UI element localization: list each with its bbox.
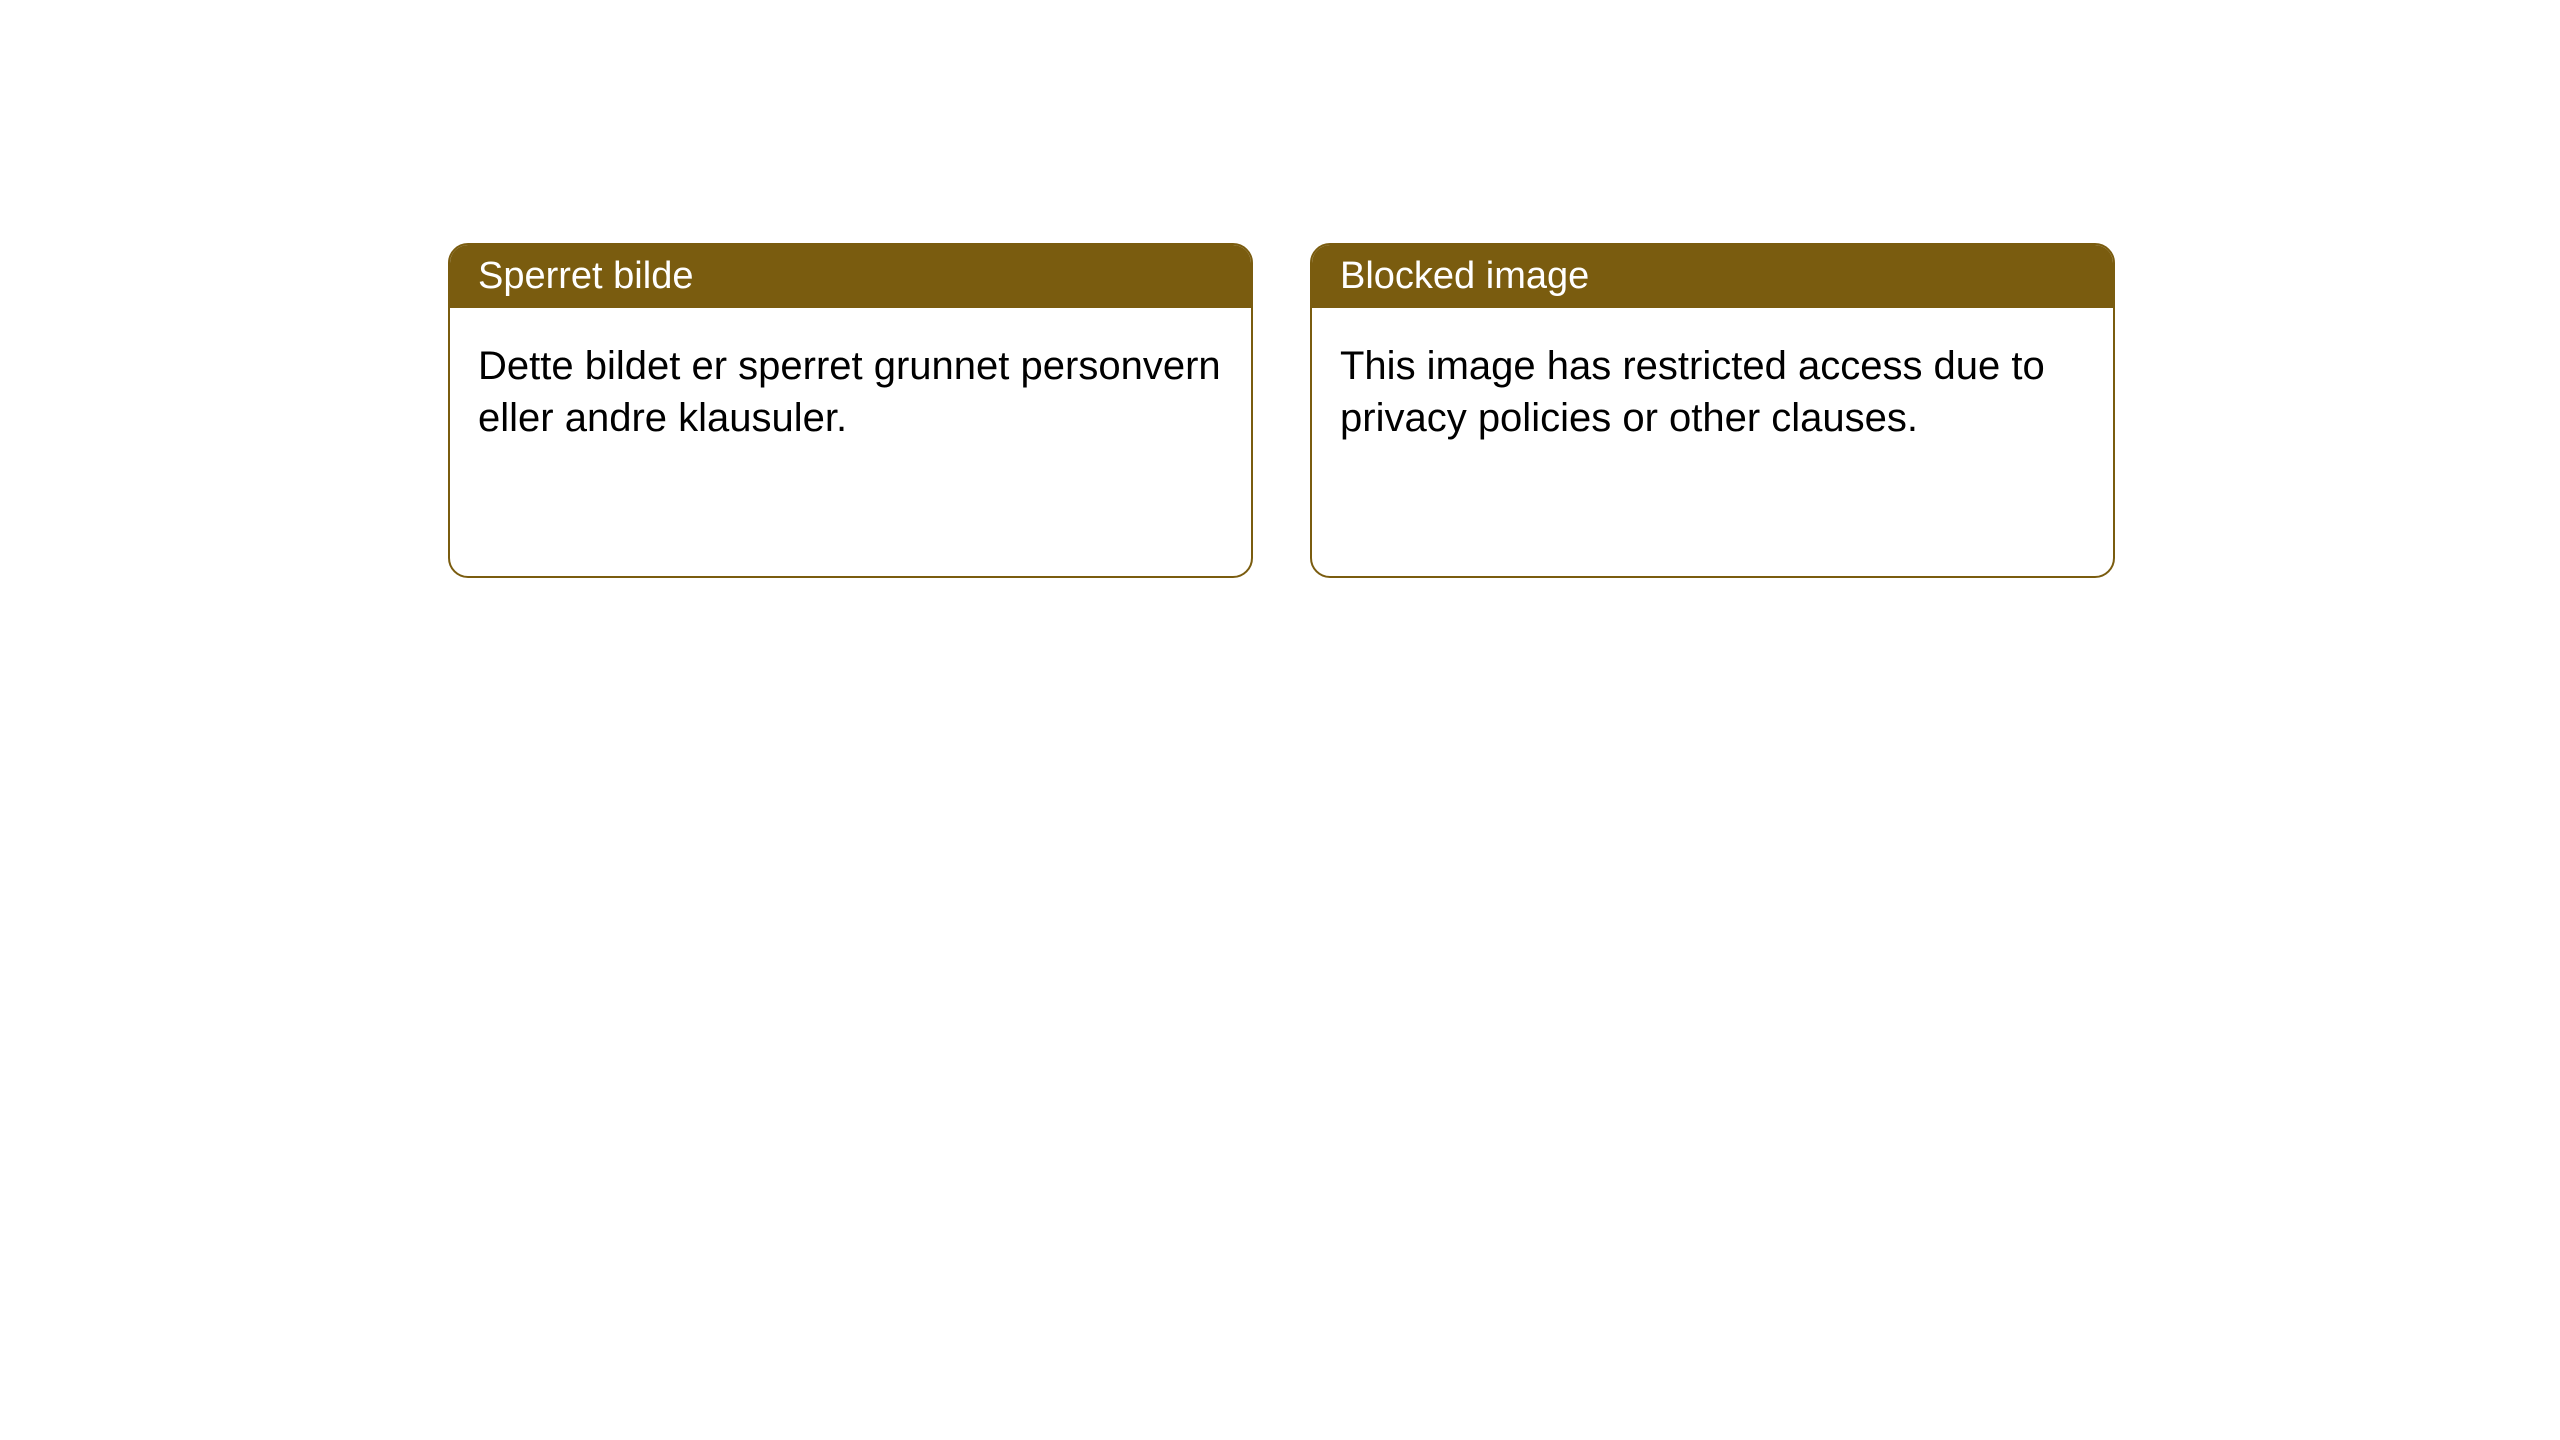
blocked-image-card-en: Blocked image This image has restricted …	[1310, 243, 2115, 578]
card-container: Sperret bilde Dette bildet er sperret gr…	[0, 0, 2560, 578]
card-body-en: This image has restricted access due to …	[1312, 308, 2113, 476]
card-header-en: Blocked image	[1312, 245, 2113, 308]
card-header-no: Sperret bilde	[450, 245, 1251, 308]
blocked-image-card-no: Sperret bilde Dette bildet er sperret gr…	[448, 243, 1253, 578]
card-body-no: Dette bildet er sperret grunnet personve…	[450, 308, 1251, 476]
